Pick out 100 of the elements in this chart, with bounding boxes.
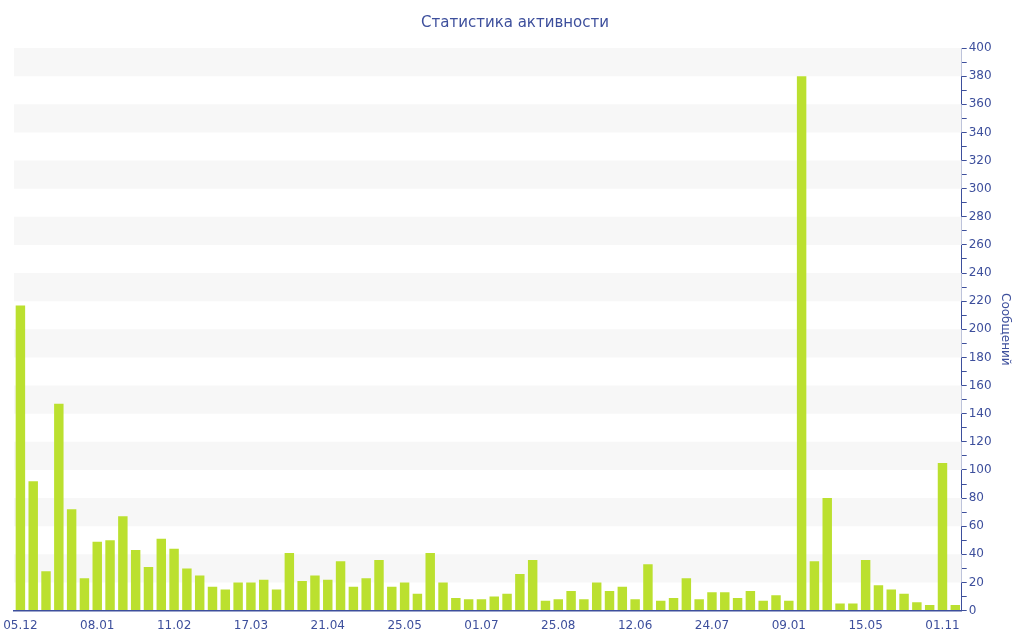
x-tick-label: 12.06: [617, 617, 653, 632]
bar: [656, 600, 666, 611]
chart-title: Статистика активности: [421, 12, 609, 31]
bar: [643, 564, 653, 611]
x-tick-label: 21.04: [310, 617, 345, 632]
y-tick-label: 80: [968, 490, 984, 505]
bar: [899, 593, 909, 611]
y-tick-label: 140: [968, 405, 992, 420]
bar: [502, 593, 512, 611]
bar: [937, 462, 948, 611]
bar: [182, 568, 192, 611]
bar: [630, 599, 640, 611]
bar: [924, 604, 935, 611]
bar: [412, 593, 423, 611]
x-tick-label: 24.07: [694, 617, 730, 632]
bar: [579, 599, 589, 611]
bar: [527, 559, 538, 611]
bar: [745, 590, 756, 611]
y-tick-label: 220: [968, 293, 992, 308]
bar: [156, 538, 166, 611]
bar: [771, 595, 781, 611]
bar: [399, 582, 410, 611]
bar: [246, 582, 256, 611]
bar: [310, 575, 320, 611]
y-tick-label: 300: [968, 180, 992, 195]
x-tick-label: 17.03: [233, 617, 269, 632]
y-tick-label: 20: [968, 574, 984, 589]
bar: [15, 305, 26, 611]
bar: [809, 561, 820, 611]
bar: [425, 552, 435, 611]
bar: [374, 559, 384, 611]
y-tick-label: 200: [968, 321, 992, 336]
bar: [848, 603, 858, 611]
bar: [194, 575, 205, 611]
x-tick-label: 01.11: [925, 617, 960, 632]
bar: [604, 590, 615, 611]
bar: [489, 596, 499, 611]
bar: [553, 599, 564, 611]
x-tick-label: 09.01: [771, 617, 806, 632]
bar: [463, 599, 474, 611]
bar: [566, 590, 576, 611]
bar: [784, 600, 794, 611]
bar: [822, 498, 832, 611]
bar: [681, 578, 692, 611]
x-tick-label: 08.01: [80, 617, 115, 632]
bar: [361, 578, 371, 611]
bar: [835, 603, 845, 611]
y-tick-label: 0: [968, 602, 977, 617]
y-tick-label: 380: [968, 68, 992, 83]
x-tick-label: 15.05: [848, 617, 883, 632]
y-axis-title: Сообщений: [998, 293, 1013, 366]
bar: [707, 592, 717, 611]
y-tick-label: 60: [968, 518, 984, 533]
x-tick-label: 01.07: [464, 617, 499, 632]
y-tick-label: 260: [968, 237, 992, 252]
bar: [92, 541, 102, 611]
bar: [912, 602, 922, 611]
bar: [387, 586, 397, 611]
x-tick-label: 05.12: [3, 617, 38, 632]
bar: [79, 578, 90, 611]
bar: [796, 76, 807, 611]
bar: [950, 604, 961, 611]
bar: [451, 597, 461, 611]
y-tick-label: 180: [968, 349, 992, 364]
bar: [732, 597, 743, 611]
bar: [66, 509, 77, 611]
bar: [41, 571, 51, 611]
bar: [348, 586, 359, 611]
x-tick-label: 25.08: [541, 617, 576, 632]
y-tick-label: 100: [968, 462, 992, 477]
bar: [886, 589, 896, 611]
bar: [284, 552, 295, 611]
y-tick-label: 120: [968, 433, 992, 448]
bar: [130, 550, 141, 611]
bar: [873, 585, 884, 611]
bar: [335, 561, 346, 611]
bar: [694, 599, 704, 611]
y-tick-label: 400: [968, 40, 992, 55]
bar: [54, 403, 64, 611]
bar: [271, 589, 282, 611]
bar: [169, 548, 179, 611]
y-tick-label: 240: [968, 265, 992, 280]
bar: [297, 581, 307, 611]
bar: [323, 579, 333, 611]
bar: [118, 516, 128, 611]
x-tick-label: 11.02: [156, 617, 192, 632]
bar: [28, 481, 38, 611]
bar: [259, 579, 269, 611]
bar: [758, 600, 768, 611]
y-tick-label: 40: [968, 546, 984, 561]
x-tick-label: 25.05: [387, 617, 422, 632]
bar: [143, 567, 154, 611]
bar: [591, 582, 602, 611]
y-tick-label: 320: [968, 152, 992, 167]
bar: [515, 574, 525, 611]
bar: [720, 592, 730, 611]
y-tick-label: 360: [968, 96, 992, 111]
y-tick-label: 340: [968, 124, 992, 139]
bar: [540, 600, 551, 611]
bar: [105, 540, 115, 611]
